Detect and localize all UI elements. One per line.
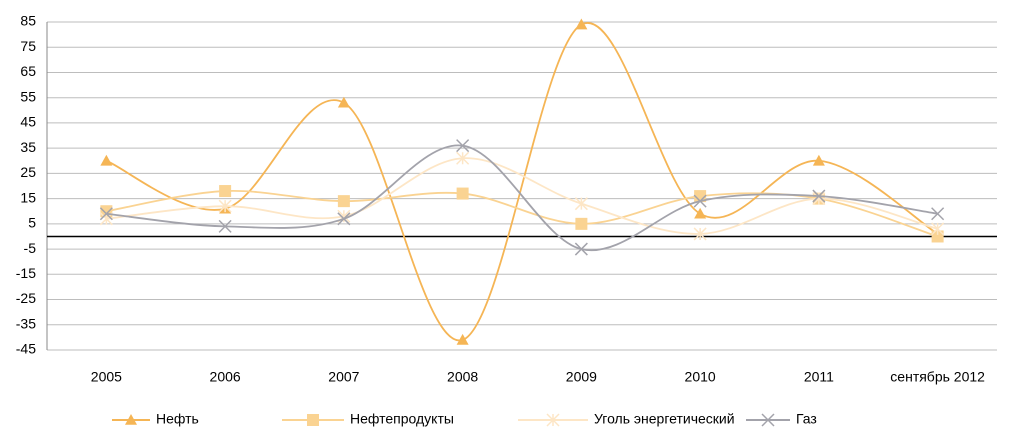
marker: [337, 195, 350, 208]
marker: [99, 207, 113, 221]
y-tick-label: 55: [20, 88, 36, 104]
marker: [125, 414, 137, 425]
series-line: [106, 22, 939, 341]
marker: [218, 219, 232, 233]
marker: [456, 187, 469, 200]
marker: [694, 207, 707, 219]
marker: [812, 154, 825, 166]
y-tick-label: -25: [16, 290, 36, 306]
marker: [456, 333, 469, 345]
marker: [575, 18, 588, 30]
legend-label: Нефтепродукты: [350, 411, 454, 427]
x-tick-label: 2005: [91, 369, 122, 385]
y-tick-label: 65: [20, 63, 36, 79]
x-tick-label: 2008: [447, 369, 478, 385]
x-tick-label: 2010: [685, 369, 716, 385]
y-tick-label: 35: [20, 139, 36, 155]
marker: [574, 197, 588, 211]
y-tick-label: -35: [16, 315, 36, 331]
y-tick-label: -15: [16, 265, 36, 281]
marker: [219, 185, 232, 198]
marker: [931, 222, 945, 236]
marker: [812, 189, 826, 203]
series-line: [106, 144, 938, 252]
marker: [575, 217, 588, 230]
marker: [931, 230, 944, 243]
x-tick-label: 2006: [210, 369, 241, 385]
marker: [546, 413, 560, 427]
marker: [812, 192, 826, 206]
x-tick-label: сентябрь 2012: [890, 369, 985, 385]
marker: [761, 413, 775, 427]
legend-label: Газ: [796, 411, 817, 427]
x-tick-label: 2011: [804, 369, 834, 385]
marker: [307, 414, 319, 426]
series-line: [106, 157, 938, 235]
marker: [100, 154, 113, 166]
legend-label: Уголь энергетический: [594, 411, 735, 427]
marker: [693, 227, 707, 241]
marker: [456, 139, 470, 153]
marker: [337, 96, 350, 108]
y-tick-label: -45: [16, 341, 36, 357]
y-tick-label: 75: [20, 38, 36, 54]
y-tick-label: 5: [28, 215, 36, 231]
marker: [456, 151, 470, 165]
marker: [574, 242, 588, 256]
y-tick-label: 25: [20, 164, 36, 180]
y-tick-label: 85: [20, 13, 36, 29]
marker: [218, 199, 232, 213]
legend-label: Нефть: [156, 411, 199, 427]
marker: [337, 212, 351, 226]
marker: [693, 194, 707, 208]
y-tick-label: 15: [20, 189, 36, 205]
x-tick-label: 2007: [328, 369, 359, 385]
x-tick-label: 2009: [566, 369, 597, 385]
y-tick-label: -5: [24, 240, 37, 256]
marker: [931, 207, 945, 221]
y-tick-label: 45: [20, 114, 36, 130]
series-line: [106, 189, 938, 238]
